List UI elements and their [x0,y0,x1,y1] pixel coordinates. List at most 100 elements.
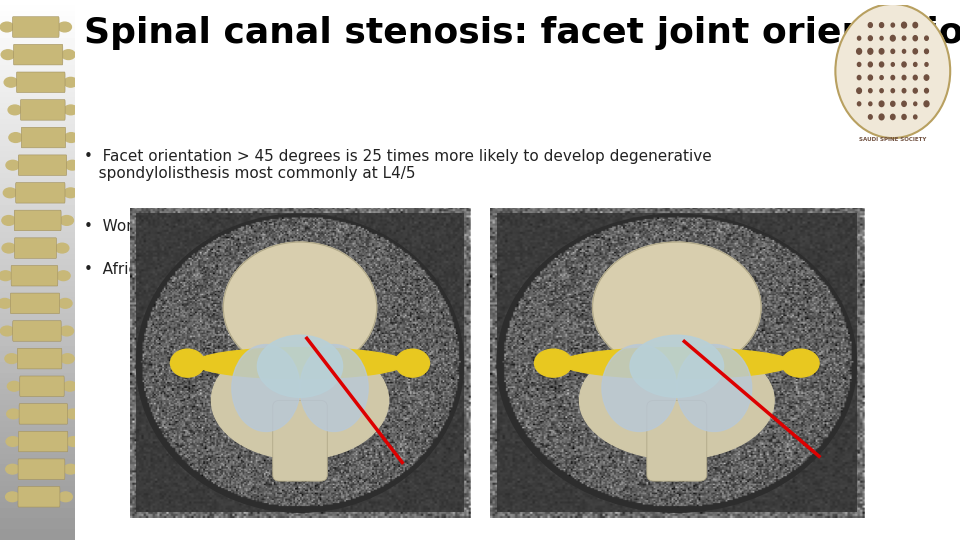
Circle shape [902,89,906,93]
Circle shape [869,115,873,119]
FancyBboxPatch shape [19,403,67,424]
Ellipse shape [0,326,13,336]
Circle shape [880,76,883,79]
Ellipse shape [0,299,12,308]
Circle shape [902,36,906,40]
Ellipse shape [60,354,74,363]
Ellipse shape [56,243,69,253]
Ellipse shape [602,345,677,431]
Ellipse shape [0,22,13,32]
Ellipse shape [66,437,80,447]
FancyBboxPatch shape [14,210,61,231]
Circle shape [879,23,883,28]
Ellipse shape [224,242,376,373]
Ellipse shape [59,492,72,502]
FancyBboxPatch shape [13,44,62,65]
Ellipse shape [561,348,793,379]
Circle shape [879,49,884,54]
Ellipse shape [64,77,78,87]
FancyBboxPatch shape [273,401,327,481]
Circle shape [879,114,884,120]
Ellipse shape [211,341,389,460]
FancyBboxPatch shape [17,348,61,369]
Circle shape [902,50,905,53]
Circle shape [924,101,929,107]
Circle shape [914,102,917,106]
Ellipse shape [535,349,572,377]
FancyBboxPatch shape [18,431,68,452]
Circle shape [913,75,917,80]
Circle shape [879,101,884,106]
Ellipse shape [677,345,752,431]
Ellipse shape [3,188,16,198]
Circle shape [890,36,896,41]
Ellipse shape [1,50,14,59]
Ellipse shape [63,464,77,474]
Ellipse shape [580,341,774,460]
Circle shape [879,62,883,67]
Circle shape [857,102,861,106]
Ellipse shape [57,271,70,281]
Ellipse shape [6,437,19,447]
Circle shape [924,49,928,53]
Ellipse shape [64,105,78,115]
Circle shape [913,36,918,40]
Circle shape [902,62,906,67]
Circle shape [891,63,895,66]
Ellipse shape [6,160,19,170]
Circle shape [913,23,918,28]
FancyBboxPatch shape [647,401,707,481]
Ellipse shape [300,345,368,431]
Ellipse shape [171,349,204,377]
Ellipse shape [8,105,21,115]
Ellipse shape [2,243,15,253]
Circle shape [891,23,895,27]
Circle shape [891,102,895,106]
Circle shape [914,115,917,119]
Ellipse shape [5,354,18,363]
Circle shape [913,89,918,93]
Ellipse shape [59,299,72,308]
Ellipse shape [396,349,429,377]
Ellipse shape [6,492,19,502]
Circle shape [913,49,918,54]
Ellipse shape [194,348,406,379]
Ellipse shape [7,409,20,419]
Circle shape [924,89,928,93]
Circle shape [857,36,861,40]
Ellipse shape [60,326,74,336]
Circle shape [891,114,895,119]
Text: •  Facet orientation > 45 degrees is 25 times more likely to develop degenerativ: • Facet orientation > 45 degrees is 25 t… [84,148,711,181]
Circle shape [924,63,928,66]
FancyBboxPatch shape [21,127,65,148]
FancyBboxPatch shape [12,321,61,341]
Ellipse shape [232,345,300,431]
Circle shape [869,89,872,93]
Text: Spinal canal stenosis: facet joint orientation: Spinal canal stenosis: facet joint orien… [84,16,960,50]
Circle shape [901,101,906,106]
Ellipse shape [60,215,74,225]
Ellipse shape [63,381,77,391]
FancyBboxPatch shape [16,72,65,92]
Text: SAUDI SPINE SOCIETY: SAUDI SPINE SOCIETY [859,137,926,142]
Ellipse shape [6,464,19,474]
FancyBboxPatch shape [18,487,60,507]
Text: •  African-American women > Caucasian women: • African-American women > Caucasian wom… [84,262,457,277]
Circle shape [856,49,861,54]
FancyBboxPatch shape [20,376,64,396]
Circle shape [924,36,928,40]
Circle shape [891,76,895,80]
Circle shape [869,102,872,106]
Circle shape [914,63,917,66]
Circle shape [136,214,464,512]
Ellipse shape [0,271,12,281]
Circle shape [880,89,883,93]
Circle shape [902,114,906,119]
Circle shape [835,4,950,138]
Ellipse shape [64,188,78,198]
Ellipse shape [65,160,79,170]
Circle shape [869,36,873,40]
Ellipse shape [64,133,78,143]
Ellipse shape [4,77,17,87]
Ellipse shape [9,133,22,143]
